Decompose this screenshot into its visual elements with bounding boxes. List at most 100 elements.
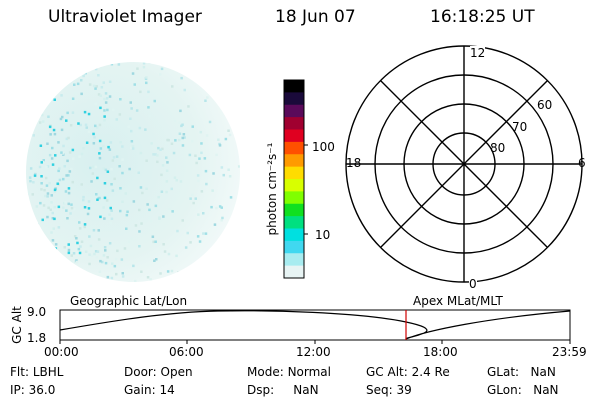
uv-speckle [146,203,149,206]
uv-speckle [57,226,61,229]
uv-speckle [70,167,73,171]
uv-speckle [145,187,148,190]
uv-speckle [23,177,26,180]
uv-speckle [80,79,83,82]
uv-speckle [213,223,217,226]
uv-speckle-bright [65,119,68,122]
uv-speckle [219,104,222,107]
uv-speckle [230,280,233,282]
uv-speckle [57,59,60,62]
uv-speckle [148,216,151,220]
mlt-label-6: 6 [578,156,586,170]
uv-speckle [140,222,143,225]
uv-speckle [70,206,74,210]
uv-speckle [130,237,133,240]
uv-speckle-bright [106,170,110,173]
uv-speckle [213,73,216,77]
uv-speckle [243,170,244,173]
uv-speckle [42,87,45,90]
uv-speckle-bright [76,241,79,245]
uv-speckle [84,123,88,127]
uv-speckle [150,220,153,223]
uv-speckle [116,249,119,253]
uv-speckle [165,169,169,172]
uv-speckle [102,167,105,170]
uv-speckle-bright [32,225,35,229]
uv-speckle [47,206,50,210]
uv-speckle [234,221,237,224]
uv-speckle [158,216,161,219]
uv-speckle [157,195,160,199]
uv-speckle [50,231,53,234]
uv-speckle [62,144,65,148]
uv-speckle [46,267,49,271]
uv-speckle [173,176,177,179]
uv-speckle [163,250,167,253]
uv-speckle [63,83,66,86]
uv-speckle [57,141,60,144]
uv-speckle [96,126,99,129]
uv-speckle [174,139,177,142]
uv-speckle [117,63,121,66]
uv-speckle [82,198,85,202]
uv-speckle [138,208,141,212]
uv-speckle [53,190,57,193]
uv-speckle [94,87,97,90]
colorbar-stripe [284,203,304,217]
timeline-ytick-bottom: 1.8 [27,331,47,345]
uv-speckle [145,81,148,85]
uv-speckle [68,151,72,154]
uv-speckle [111,159,115,162]
uv-speckle [98,123,102,127]
uv-speckle [39,121,42,124]
uv-speckle [87,130,91,134]
uv-speckle [202,212,205,215]
uv-speckle [131,147,135,150]
uv-speckle [177,271,180,274]
uv-speckle [153,259,156,262]
uv-speckle [178,121,181,124]
uv-speckle [120,258,124,261]
polar-axis-diag2 [380,80,548,248]
uv-speckle [79,245,82,248]
status-ip: IP: 36.0 [10,383,56,397]
uv-speckle [213,62,216,65]
uv-speckle [40,182,43,185]
uv-speckle [146,276,150,279]
timeline-xtick-0000: 00:00 [44,345,79,359]
uv-speckle [35,205,39,208]
uv-speckle [242,79,244,82]
uv-speckle [63,68,66,71]
uv-speckle [170,187,173,191]
uv-speckle [131,72,135,75]
uv-speckle [78,221,81,224]
uv-speckle [67,136,70,140]
uv-speckle-bright [40,161,43,164]
uv-speckle [110,217,114,220]
timeline-xtick-1800: 18:00 [423,345,458,359]
uv-speckle [223,100,226,104]
uv-speckle [164,141,168,145]
uv-speckle [215,206,218,210]
uv-speckle [79,123,82,127]
uv-speckle-bright [103,115,106,118]
uv-speckle [126,210,129,213]
uv-speckle [156,160,159,164]
uv-speckle [136,67,139,70]
uv-speckle [160,173,163,177]
uv-speckle [77,65,81,69]
uv-speckle [48,153,52,157]
uv-speckle [90,59,93,62]
colorbar-gradient [284,80,304,279]
uv-speckle [154,153,157,156]
uv-speckle [23,232,26,235]
uv-speckle [94,165,98,169]
uv-speckle [88,235,91,238]
uv-speckle [170,59,173,62]
uv-speckle [181,144,185,147]
uv-speckle [66,159,69,163]
uv-speckle [188,72,191,75]
uv-speckle [220,206,223,209]
uv-speckle [65,209,68,212]
uv-speckle-bright [67,251,71,255]
